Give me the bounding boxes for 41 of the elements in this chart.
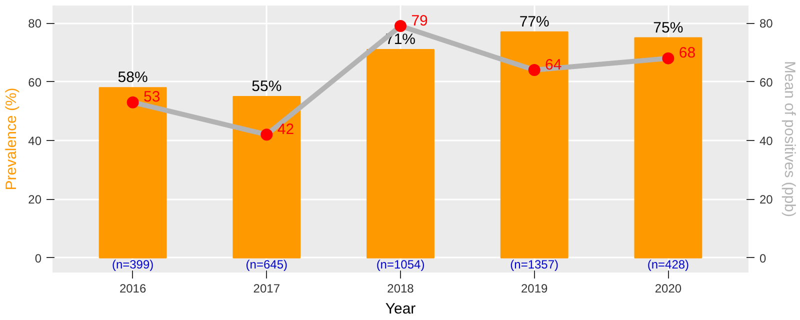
point (260, 128, 273, 141)
y-tick-label: 60 (28, 75, 42, 90)
x-tick-label: 2019 (521, 282, 548, 296)
y2-tick-label: 60 (760, 75, 774, 90)
y-tick-label: 0 (34, 251, 42, 266)
data-label: 53 (144, 88, 160, 106)
point (126, 96, 139, 108)
data-label: 68 (678, 44, 696, 62)
bar (634, 37, 702, 258)
y2-axis-title: Mean of positives (ppb) (780, 61, 798, 217)
y-tick-label: 40 (28, 134, 42, 148)
y2-tick-label: 20 (760, 192, 774, 207)
x-tick-label: 2016 (119, 282, 146, 296)
data-label: 42 (277, 120, 294, 138)
y2-tick-label: 80 (760, 16, 774, 31)
data-label: 75% (653, 19, 684, 36)
x-tick-label: 2017 (253, 282, 280, 296)
bar (98, 87, 167, 258)
bar (366, 49, 434, 258)
annotation: (n=1054) (376, 258, 425, 272)
data-label: 58% (118, 69, 148, 86)
bar (500, 31, 568, 258)
bar (232, 96, 301, 258)
data-label: 79 (411, 12, 428, 30)
x-tick-label: 2020 (654, 282, 682, 296)
data-label: 55% (252, 78, 282, 95)
y-tick-label: 80 (28, 16, 42, 31)
point (528, 64, 540, 76)
point (394, 20, 406, 32)
annotation: (n=645) (246, 258, 288, 272)
point (662, 52, 674, 64)
annotation: (n=1357) (510, 258, 559, 272)
y-axis-title: Prevalence (%) (3, 88, 20, 190)
annotation: (n=428) (647, 258, 690, 272)
x-axis-title: Year (385, 300, 416, 318)
y-tick-label: 20 (28, 192, 42, 207)
y2-tick-label: 0 (760, 251, 766, 266)
y2-tick-label: 40 (760, 134, 774, 148)
x-tick-label: 2018 (387, 282, 414, 296)
annotation: (n=399) (112, 258, 154, 272)
data-label: 77% (519, 13, 550, 30)
